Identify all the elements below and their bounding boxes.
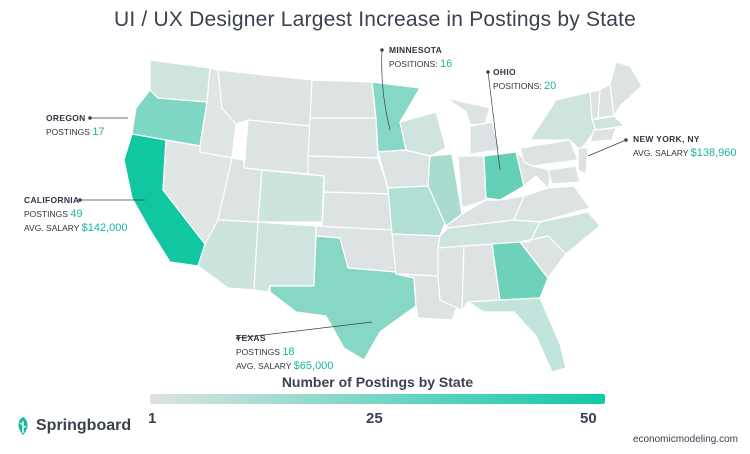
state-colorado	[257, 169, 325, 223]
ohio-leader-dot	[486, 70, 490, 74]
ohio-name: OHIO	[493, 67, 516, 77]
texas-salary-label: AVG. SALARY	[236, 361, 292, 371]
ohio-positions-value: 20	[544, 80, 557, 92]
state-arkansas	[391, 233, 441, 277]
ohio-leader-line	[487, 71, 501, 171]
minnesota-label: MINNESOTA POSITIONS: 16	[389, 43, 452, 71]
newyork-leader-line	[587, 139, 627, 157]
texas-leader-line	[237, 321, 373, 339]
newyork-salary-label: AVG. SALARY	[633, 148, 689, 158]
state-iowa	[377, 149, 431, 189]
springboard-logo: Springboard	[14, 416, 131, 436]
newyork-leader-dot	[624, 138, 628, 142]
minnesota-positions-label: POSITIONS:	[389, 59, 438, 69]
state-maine	[609, 61, 643, 117]
state-missouri	[387, 185, 447, 237]
california-leader-dot	[78, 198, 82, 202]
legend-color-bar	[150, 394, 605, 404]
state-michigan-lower	[469, 121, 501, 155]
newyork-label: NEW YORK, NY AVG. SALARY $138,960	[633, 132, 737, 160]
california-label: CALIFORNIA POSTINGS 49 AVG. SALARY $142,…	[24, 193, 128, 235]
minnesota-leader-line	[381, 49, 391, 131]
california-postings-label: POSTINGS	[24, 209, 68, 219]
state-michigan	[445, 97, 491, 127]
oregon-postings-value: 17	[92, 126, 105, 138]
state-wisconsin	[399, 111, 447, 157]
minnesota-positions-value: 16	[440, 58, 453, 70]
legend-max-label: 50	[580, 410, 597, 427]
state-virginia	[513, 185, 591, 223]
state-new-mexico	[253, 221, 317, 293]
newyork-name: NEW YORK, NY	[633, 134, 700, 144]
state-maryland	[547, 165, 581, 185]
legend-title: Number of Postings by State	[281, 374, 474, 390]
state-indiana	[457, 155, 487, 209]
oregon-name: OREGON	[46, 113, 86, 123]
legend-min-label: 1	[148, 410, 157, 427]
oregon-leader-dot	[88, 116, 92, 120]
state-georgia	[491, 241, 549, 301]
state-massachusetts	[591, 115, 625, 131]
state-texas	[269, 235, 417, 361]
state-mississippi	[437, 245, 465, 311]
state-kansas	[321, 191, 393, 231]
texas-name: TEXAS	[236, 333, 266, 343]
state-ohio	[483, 151, 525, 201]
state-montana	[217, 69, 313, 127]
state-south-dakota	[307, 117, 379, 159]
texas-label: TEXAS POSTINGS 18 AVG. SALARY $65,000	[236, 331, 333, 373]
state-florida	[467, 297, 567, 373]
newyork-salary-value: $138,960	[690, 147, 737, 159]
oregon-label: OREGON POSTINGS 17	[46, 111, 105, 139]
state-north-dakota	[309, 79, 377, 119]
source-credit: economicmodeling.com	[632, 434, 738, 445]
minnesota-name: MINNESOTA	[389, 45, 443, 55]
legend-mid-label: 25	[366, 410, 383, 427]
springboard-logo-text: Springboard	[36, 417, 132, 434]
map-title: UI / UX Designer Largest Increase in Pos…	[113, 8, 637, 31]
california-salary-value: $142,000	[81, 222, 128, 234]
minnesota-leader-dot	[380, 48, 384, 52]
state-connecticut	[589, 127, 617, 143]
state-wyoming	[243, 119, 311, 175]
california-name: CALIFORNIA	[24, 195, 80, 205]
california-salary-label: AVG. SALARY	[24, 223, 80, 233]
state-pennsylvania	[519, 139, 579, 167]
texas-postings-value: 18	[282, 346, 295, 358]
ohio-positions-label: POSITIONS:	[493, 81, 542, 91]
state-washington	[149, 59, 211, 103]
texas-leader-dot	[236, 336, 240, 340]
springboard-leaf-icon	[18, 417, 28, 435]
california-postings-value: 49	[70, 208, 83, 220]
state-new-jersey	[577, 147, 589, 175]
texas-postings-label: POSTINGS	[236, 347, 280, 357]
oregon-postings-label: POSTINGS	[46, 127, 90, 137]
ohio-label: OHIO POSITIONS: 20	[493, 65, 556, 93]
texas-salary-value: $65,000	[293, 360, 334, 372]
